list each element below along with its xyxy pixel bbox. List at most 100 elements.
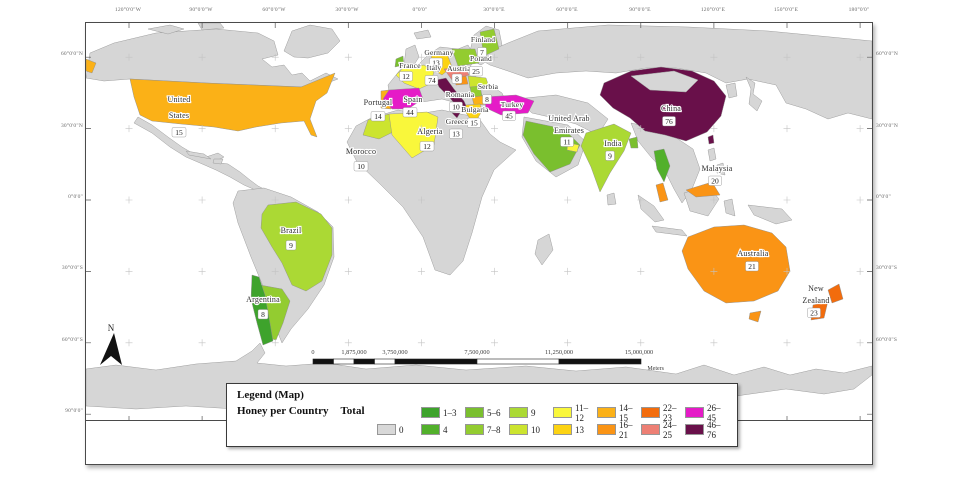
value-box bbox=[482, 94, 492, 105]
value-box bbox=[171, 127, 187, 138]
graticule-label-left: 90°0'0" bbox=[65, 408, 83, 414]
legend-swatch-0 bbox=[377, 424, 396, 435]
legend-classes: 0 1–3 4 5–6 7–8 9 10 11–12 13 14–15 16–2… bbox=[377, 402, 729, 440]
value-box bbox=[402, 107, 418, 118]
country-malaysia-peninsula bbox=[655, 182, 669, 203]
legend-class-label: 10 bbox=[531, 424, 540, 435]
graticule-label-left: 60°0'0"S bbox=[61, 337, 83, 343]
value-box bbox=[285, 240, 297, 251]
label-turkey: Turkey bbox=[501, 100, 524, 109]
legend-layer-title: Honey per Country Total bbox=[237, 404, 377, 438]
value-box bbox=[708, 175, 722, 186]
country-taiwan bbox=[707, 134, 715, 145]
legend-title: Legend (Map) bbox=[237, 389, 304, 401]
value-new-zealand: 23 bbox=[810, 309, 818, 318]
country-united-states bbox=[129, 72, 336, 138]
legend-class-label: 7–8 bbox=[487, 424, 501, 435]
legend-swatch-11-12 bbox=[553, 407, 572, 418]
value-greece: 13 bbox=[452, 130, 460, 139]
scale-label: 11,250,000 bbox=[545, 349, 573, 356]
value-france: 12 bbox=[402, 72, 410, 81]
landmass-sri-lanka bbox=[606, 192, 617, 206]
value-box bbox=[353, 161, 369, 172]
legend-class-label: 22–23 bbox=[663, 402, 677, 423]
label-greece: Greece bbox=[446, 117, 469, 126]
value-morocco: 10 bbox=[357, 162, 365, 171]
scale-label: 7,500,000 bbox=[464, 349, 489, 356]
landmass-madagascar bbox=[534, 233, 554, 266]
label-poland: Poland bbox=[470, 54, 492, 63]
legend-class-9: 9 bbox=[509, 407, 553, 418]
landmass-japan bbox=[745, 76, 763, 112]
legend-class-5-6: 5–6 bbox=[465, 407, 509, 418]
legend-class-label: 9 bbox=[531, 407, 536, 418]
country-brazil bbox=[260, 201, 333, 292]
landmass-africa bbox=[346, 109, 517, 276]
scale-unit-label: Meters bbox=[647, 366, 664, 372]
legend-swatch-10 bbox=[509, 424, 528, 435]
north-arrow-label: N bbox=[108, 323, 115, 333]
graticule-label-top: 30°0'0"E bbox=[483, 7, 505, 13]
graticule-label-top: 30°0'0"W bbox=[335, 7, 359, 13]
legend-class-label: 26–45 bbox=[707, 402, 721, 423]
value-india: 9 bbox=[608, 152, 612, 161]
landmass-new-guinea bbox=[747, 204, 793, 225]
value-bulgaria: 15 bbox=[470, 119, 478, 128]
value-finland: 7 bbox=[480, 48, 484, 57]
label-malaysia: Malaysia bbox=[702, 164, 733, 173]
value-brazil: 9 bbox=[289, 241, 293, 250]
world-map: 0 1,875,000 3,750,000 7,500,000 11,250,0… bbox=[86, 23, 872, 421]
graticule-label-top: 180°0'0" bbox=[848, 7, 870, 13]
legend-class-13: 13 bbox=[553, 424, 597, 435]
legend-class-0: 0 bbox=[377, 424, 421, 435]
scale-bar-segment bbox=[476, 358, 560, 365]
legend-class-label: 5–6 bbox=[487, 407, 501, 418]
country-ireland bbox=[394, 55, 405, 68]
scale-label: 1,875,000 bbox=[341, 349, 366, 356]
label-new-zealand: New bbox=[808, 284, 824, 293]
value-algeria: 12 bbox=[423, 142, 431, 151]
graticule-label-top: 0°0'0" bbox=[412, 7, 428, 13]
legend-swatch-13 bbox=[553, 424, 572, 435]
legend-class-label: 11–12 bbox=[575, 402, 589, 423]
country-poland bbox=[451, 48, 480, 67]
label-india: India bbox=[604, 139, 622, 148]
label-italy: Italy bbox=[427, 63, 442, 72]
graticule-label-top: 90°0'0"W bbox=[189, 7, 213, 13]
label-united-states: States bbox=[169, 111, 189, 120]
graticule-label-top: 150°0'0"E bbox=[773, 7, 799, 13]
map-frame: 0 1,875,000 3,750,000 7,500,000 11,250,0… bbox=[85, 22, 873, 465]
value-box bbox=[745, 261, 759, 272]
label-china: China bbox=[661, 104, 681, 113]
country-france bbox=[395, 64, 435, 90]
value-box bbox=[419, 141, 435, 152]
value-turkey: 45 bbox=[505, 112, 513, 121]
legend-class-label: 1–3 bbox=[443, 407, 457, 418]
scale-bar: 0 1,875,000 3,750,000 7,500,000 11,250,0… bbox=[311, 349, 664, 372]
landmass-united-kingdom bbox=[403, 44, 420, 69]
scale-bar-segment bbox=[353, 358, 375, 365]
value-box bbox=[807, 307, 821, 318]
scale-bar-segment bbox=[394, 358, 478, 365]
landmass-sumatra bbox=[637, 194, 665, 223]
label-australia: Australia bbox=[737, 249, 768, 258]
scale-label: 0 bbox=[311, 349, 314, 356]
legend-swatch-14-15 bbox=[597, 407, 616, 418]
label-germany: Germany bbox=[424, 48, 453, 57]
value-box bbox=[605, 150, 615, 161]
label-morocco: Morocco bbox=[346, 147, 376, 156]
scale-bar-segment bbox=[312, 358, 334, 365]
legend-class-label: 4 bbox=[443, 424, 448, 435]
value-box bbox=[502, 110, 516, 121]
landmass-sulawesi bbox=[723, 198, 736, 217]
legend-swatch-26-45 bbox=[685, 407, 704, 418]
legend: Legend (Map) Honey per Country Total 0 1–… bbox=[226, 383, 738, 447]
value-malaysia: 20 bbox=[711, 177, 719, 186]
label-united-arab-emirates: United Arab bbox=[548, 114, 590, 123]
country-thailand bbox=[653, 148, 671, 183]
value-portugal: 14 bbox=[374, 112, 382, 121]
overlay-gray bbox=[630, 70, 699, 93]
landmass-philippines bbox=[707, 147, 726, 176]
legend-class-label: 13 bbox=[575, 424, 584, 435]
